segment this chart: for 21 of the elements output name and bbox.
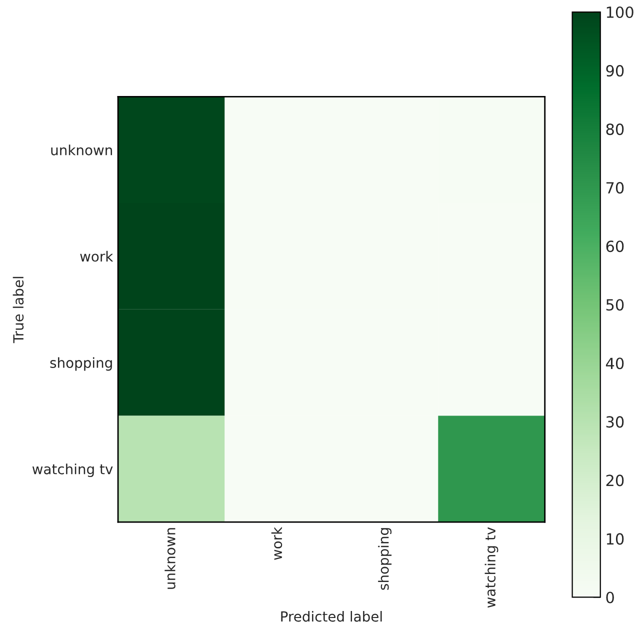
color-bar-label: 60: [606, 240, 624, 252]
y-tick-label: shopping: [50, 357, 112, 371]
color-bar-label: 10: [606, 533, 624, 545]
color-bar-label: 100: [606, 6, 634, 18]
color-bar-label: 40: [606, 358, 624, 370]
color-bar-label: 30: [606, 416, 624, 428]
color-bar-label: 20: [606, 474, 624, 486]
color-bar-label: 90: [606, 64, 624, 77]
y-tick-label: watching tv: [32, 464, 113, 478]
x-tick-label: shopping: [378, 528, 392, 590]
color-bar-label: 70: [606, 182, 624, 194]
color-bar-label: 80: [606, 124, 624, 136]
x-tick-label: unknown: [164, 528, 176, 589]
y-axis-title: True label: [12, 276, 24, 344]
x-axis-title: Predicted label: [281, 610, 382, 622]
color-bar-label: 0: [606, 592, 614, 604]
y-tick-label: unknown: [51, 144, 112, 156]
x-tick-label: watching tv: [484, 527, 498, 608]
color-bar-label: 50: [606, 299, 624, 311]
x-tick-label: work: [271, 526, 282, 560]
y-tick-label: work: [80, 250, 114, 262]
